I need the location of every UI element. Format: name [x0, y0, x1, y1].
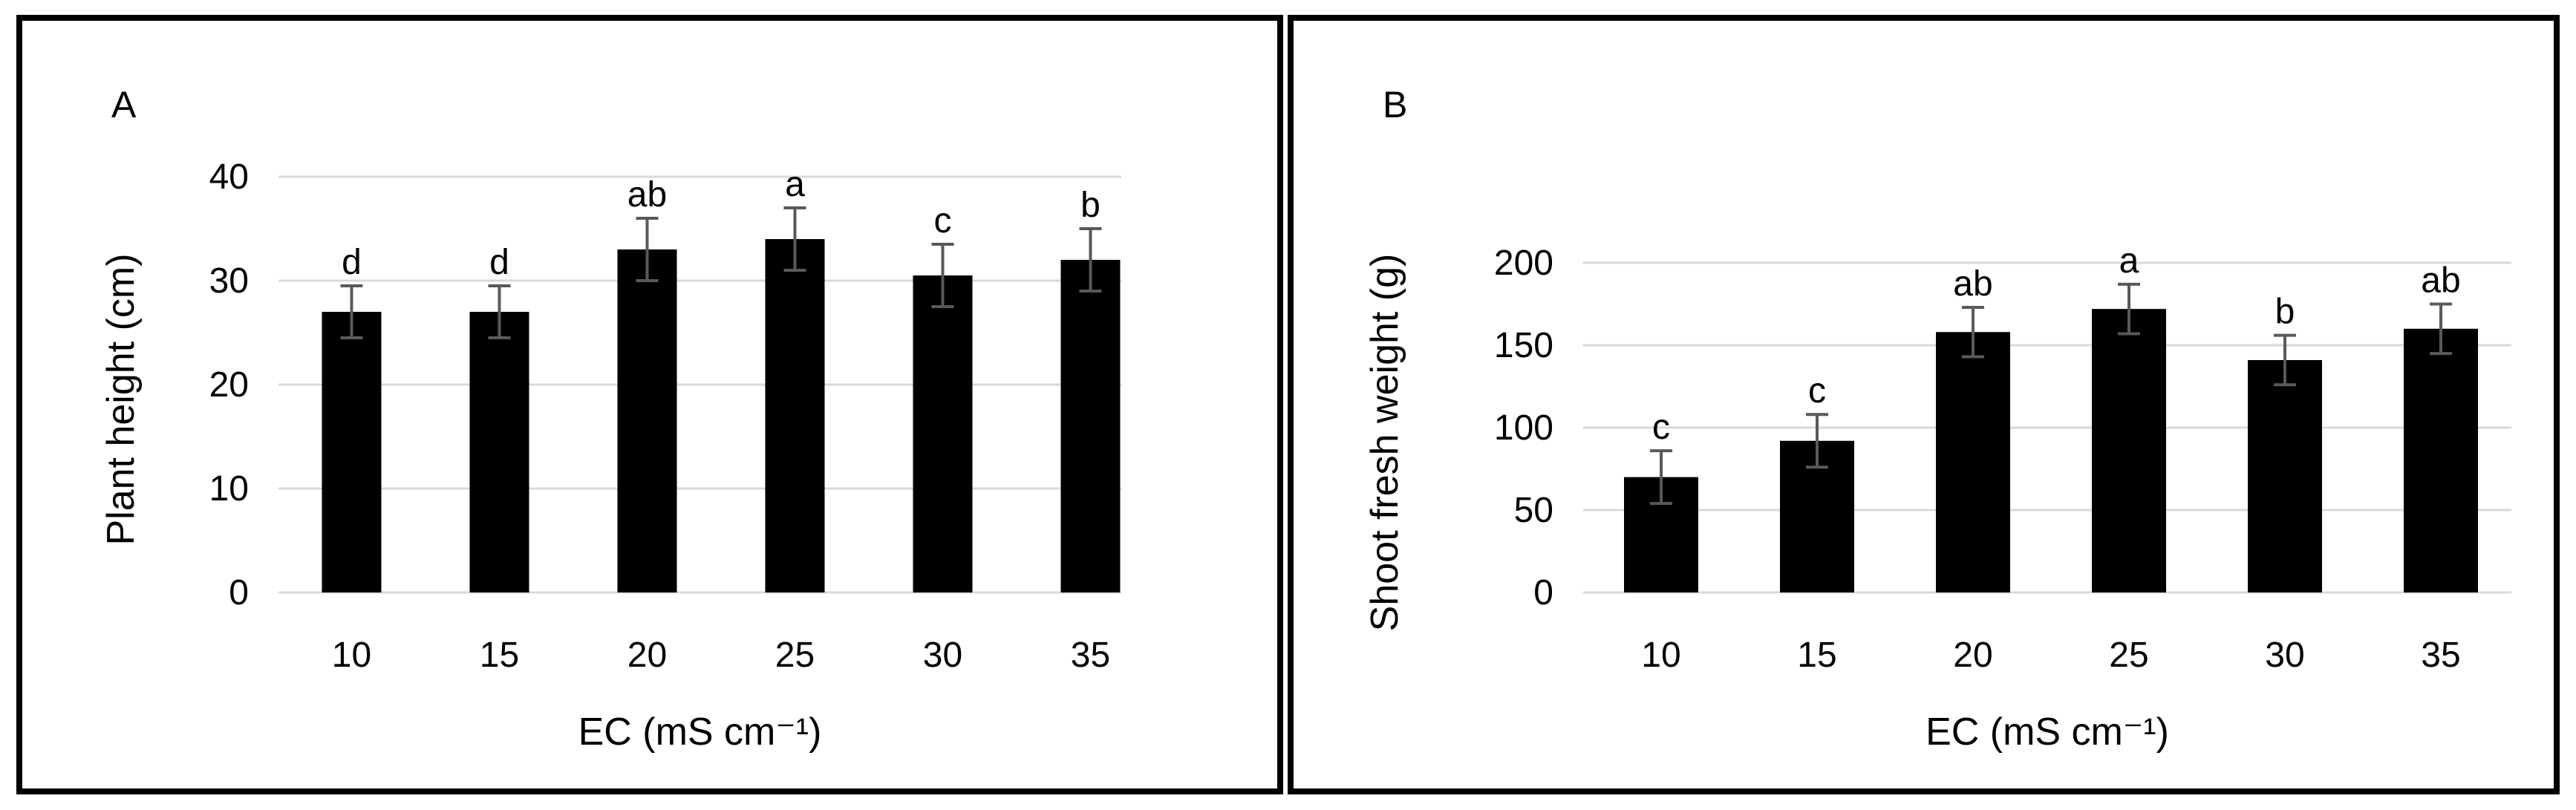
panel-label: B — [1383, 84, 1407, 125]
y-tick-label: 10 — [209, 469, 249, 509]
significance-letter: ab — [1953, 264, 1992, 304]
x-tick-label: 30 — [2265, 636, 2304, 675]
panel-label: A — [111, 84, 137, 125]
bar — [2248, 359, 2322, 592]
y-tick-label: 50 — [1514, 491, 1553, 530]
x-tick-label: 10 — [332, 636, 371, 675]
x-tick-label: 15 — [480, 636, 519, 675]
y-tick-label: 100 — [1494, 408, 1553, 448]
bar — [617, 249, 677, 592]
x-tick-label: 30 — [923, 636, 962, 675]
y-tick-label: 150 — [1494, 326, 1553, 365]
x-tick-label: 25 — [2109, 636, 2148, 675]
x-axis-label: EC (mS cm⁻¹) — [578, 711, 822, 754]
y-tick-label: 200 — [1494, 244, 1553, 283]
y-tick-label: 0 — [1533, 573, 1553, 613]
chart-panel-a: A 0 10 20 30 40 d 10 d 15 ab 20 a 25 c 30 b 35 EC (mS cm⁻¹… — [16, 15, 1283, 794]
y-axis-label: Plant height (cm) — [100, 253, 143, 545]
y-axis-label: Shoot fresh weight (g) — [1363, 254, 1406, 632]
chart-a-svg: A 0 10 20 30 40 d 10 d 15 ab 20 a 25 c 30 b 35 EC (mS cm⁻¹… — [100, 84, 1121, 754]
significance-letter: b — [1080, 186, 1100, 225]
significance-letter: a — [2119, 241, 2139, 281]
y-tick-label: 30 — [209, 261, 249, 301]
y-tick-label: 20 — [209, 365, 249, 405]
x-tick-label: 35 — [2421, 636, 2460, 675]
significance-letter: c — [934, 201, 952, 241]
bar — [322, 312, 382, 592]
chart-b-svg: B 0 50 100 150 200 c 10 c 15 ab 20 a 25 b 30 ab 35 EC (mS … — [1363, 84, 2511, 754]
x-tick-label: 20 — [1953, 636, 1992, 675]
chart-panel-b: B 0 50 100 150 200 c 10 c 15 ab 20 a 25 b 30 ab 35 EC (mS … — [1288, 15, 2560, 794]
x-tick-label: 20 — [627, 636, 667, 675]
bar — [1936, 332, 2010, 592]
significance-letter: b — [2275, 293, 2295, 332]
significance-letter: c — [1808, 371, 1826, 411]
y-tick-label: 0 — [229, 573, 249, 613]
y-tick-label: 40 — [209, 157, 249, 197]
significance-letter: d — [489, 243, 509, 282]
x-tick-label: 10 — [1641, 636, 1680, 675]
x-tick-label: 35 — [1071, 636, 1110, 675]
bar — [2404, 328, 2478, 592]
significance-letter: ab — [2421, 261, 2460, 301]
significance-letter: a — [785, 165, 805, 204]
x-axis-label: EC (mS cm⁻¹) — [1926, 711, 2169, 754]
bar — [765, 239, 825, 592]
bar — [2092, 309, 2166, 592]
significance-letter: ab — [627, 175, 667, 215]
bar — [469, 312, 529, 592]
bar — [913, 275, 973, 592]
bar — [1060, 260, 1121, 592]
x-tick-label: 25 — [775, 636, 815, 675]
x-tick-label: 15 — [1797, 636, 1836, 675]
significance-letter: d — [342, 243, 362, 282]
significance-letter: c — [1652, 408, 1670, 447]
